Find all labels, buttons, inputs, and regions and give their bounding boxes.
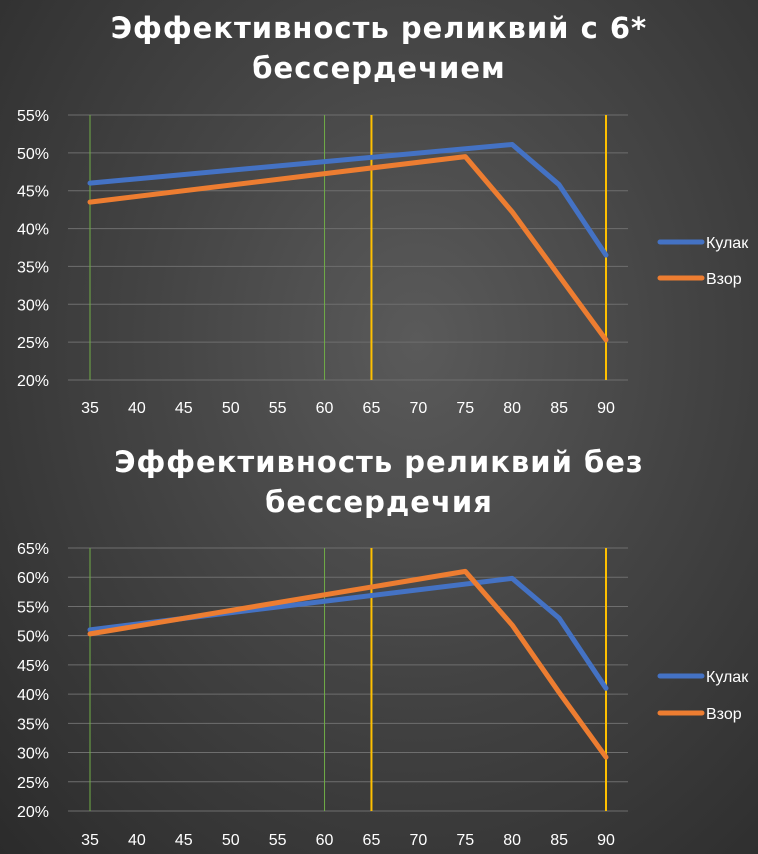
- x-tick-label: 50: [222, 832, 240, 849]
- y-tick-label: 20%: [17, 804, 49, 821]
- x-tick-label: 45: [175, 400, 193, 417]
- x-tick-label: 50: [222, 400, 240, 417]
- y-tick-label: 25%: [17, 775, 49, 792]
- x-tick-label: 60: [316, 400, 334, 417]
- chart-panel-1: Эффективность реликвий с 6* бессердечием…: [0, 0, 758, 420]
- x-tick-label: 70: [409, 832, 427, 849]
- legend-label: Кулак: [706, 669, 749, 686]
- x-tick-label: 90: [597, 400, 615, 417]
- x-tick-label: 40: [128, 400, 146, 417]
- series-line-vzor: [87, 154, 609, 343]
- y-tick-label: 50%: [17, 629, 49, 646]
- chart-panel-2: Эффективность реликвий без бессердечия 2…: [0, 430, 758, 854]
- chart-title: Эффективность реликвий без бессердечия: [114, 445, 644, 519]
- y-tick-label: 35%: [17, 716, 49, 733]
- chart-plot-1: 20% 25% 30% 35% 40% 45% 50% 55% 35 40 45 50 55 60 65 70…: [17, 108, 749, 417]
- series-line-kulak: [87, 142, 609, 258]
- x-tick-label: 35: [81, 400, 99, 417]
- y-tick-label: 40%: [17, 687, 49, 704]
- x-tick-label: 65: [363, 832, 381, 849]
- y-tick-label: 55%: [17, 599, 49, 616]
- chart-title: Эффективность реликвий с 6* бессердечием: [110, 11, 648, 85]
- y-tick-label: 40%: [17, 222, 49, 239]
- x-tick-label: 55: [269, 832, 287, 849]
- y-tick-label: 45%: [17, 184, 49, 201]
- y-tick-label: 20%: [17, 373, 49, 390]
- x-tick-label: 75: [456, 832, 474, 849]
- x-tick-label: 80: [503, 832, 521, 849]
- y-tick-label: 30%: [17, 746, 49, 763]
- x-tick-label: 90: [597, 832, 615, 849]
- series-line-vzor: [87, 568, 609, 760]
- y-tick-label: 55%: [17, 108, 49, 125]
- y-tick-label: 45%: [17, 658, 49, 675]
- legend-label: Взор: [706, 706, 742, 723]
- legend-label: Взор: [706, 271, 742, 288]
- x-tick-label: 85: [550, 400, 568, 417]
- x-tick-label: 75: [456, 400, 474, 417]
- y-tick-label: 50%: [17, 146, 49, 163]
- x-tick-label: 65: [363, 400, 381, 417]
- x-tick-label: 40: [128, 832, 146, 849]
- x-tick-label: 45: [175, 832, 193, 849]
- chart-plot-2: 20% 25% 30% 35% 40% 45% 50% 55% 60% 65% 35 40 45 50 55…: [17, 541, 749, 849]
- y-tick-label: 65%: [17, 541, 49, 558]
- y-tick-label: 35%: [17, 259, 49, 276]
- series-line-kulak: [87, 575, 609, 691]
- x-tick-label: 80: [503, 400, 521, 417]
- x-tick-label: 55: [269, 400, 287, 417]
- x-tick-label: 60: [316, 832, 334, 849]
- y-tick-label: 30%: [17, 297, 49, 314]
- y-tick-label: 60%: [17, 570, 49, 587]
- x-tick-label: 85: [550, 832, 568, 849]
- legend-label: Кулак: [706, 235, 749, 252]
- x-tick-label: 35: [81, 832, 99, 849]
- x-tick-label: 70: [409, 400, 427, 417]
- y-tick-label: 25%: [17, 335, 49, 352]
